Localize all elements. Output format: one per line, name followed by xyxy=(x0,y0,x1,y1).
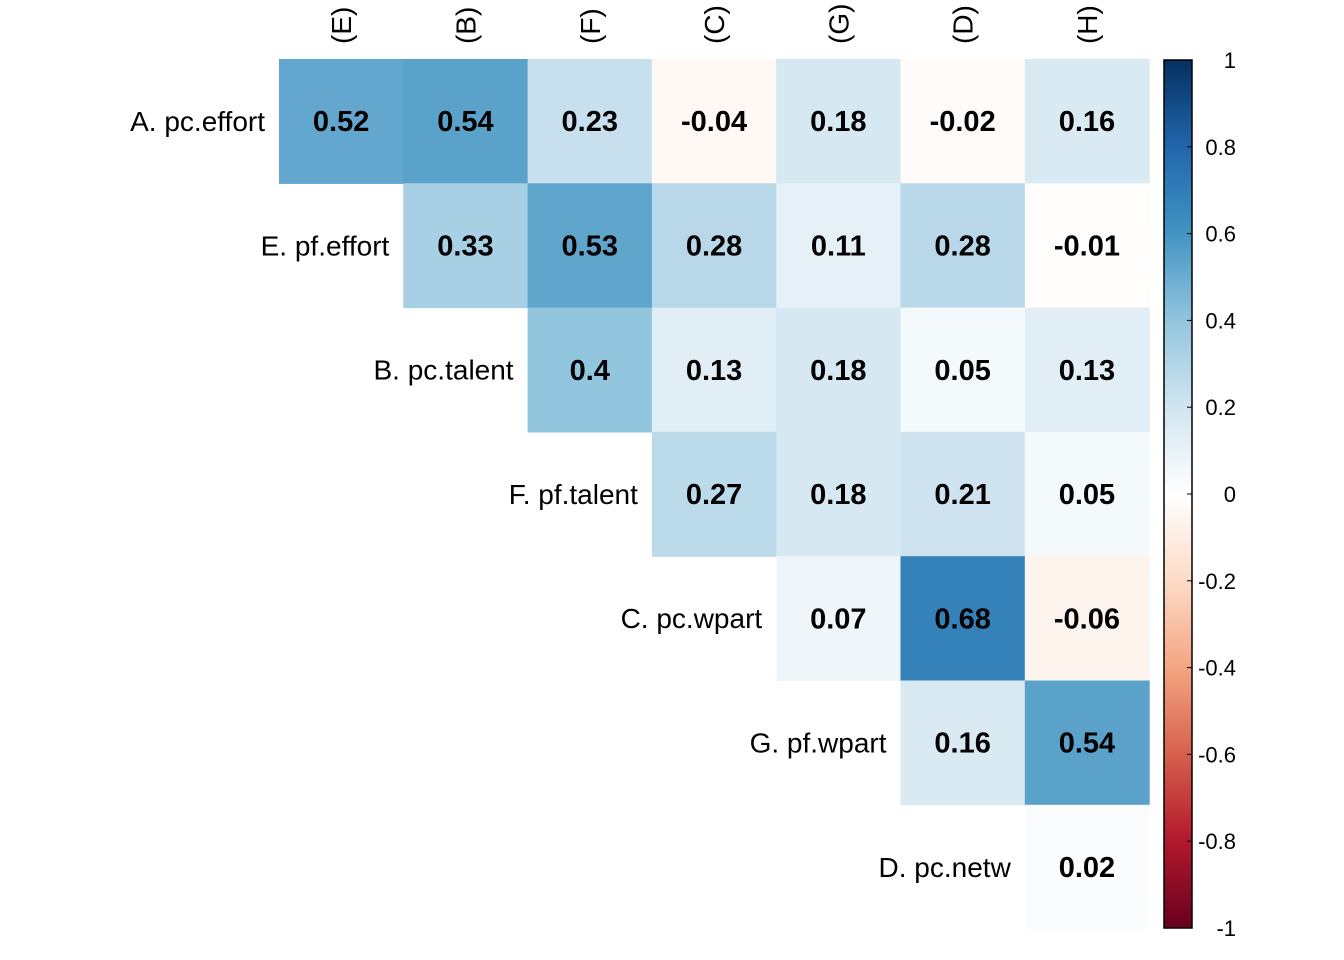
cell-value-label: 0.28 xyxy=(934,230,990,262)
heatmap-cell xyxy=(776,183,902,309)
cell-value-label: 0.13 xyxy=(1059,355,1115,387)
cell-value-label: 0.4 xyxy=(570,355,610,387)
column-label: (G) xyxy=(823,4,854,44)
row-label: A. pc.effort xyxy=(130,106,265,137)
heatmap-cell xyxy=(1024,556,1150,682)
cell-value-label: 0.16 xyxy=(934,728,990,760)
cell-value-label: 0.02 xyxy=(1059,852,1115,884)
heatmap-cell xyxy=(403,59,529,184)
cell-value-label: -0.04 xyxy=(681,106,747,138)
legend-tick-label: -0.6 xyxy=(1198,742,1236,767)
heatmap-cell xyxy=(900,307,1026,433)
cell-value-label: 0.54 xyxy=(437,106,493,138)
cell-value-label: 0.23 xyxy=(562,106,618,138)
cell-value-label: 0.52 xyxy=(313,106,369,138)
column-label: (H) xyxy=(1072,5,1103,44)
row-label: F. pf.talent xyxy=(509,479,638,510)
cell-value-label: 0.05 xyxy=(934,355,990,387)
cell-value-label: 0.18 xyxy=(810,106,866,138)
cell-value-label: 0.33 xyxy=(437,230,493,262)
heatmap-cells: 0.52 0.54 0.23 -0.04 0.18 -0.02 0.16 0.33 0.53 0.… xyxy=(279,59,1150,930)
heatmap-cell xyxy=(900,59,1026,184)
legend-tick-label: 0.8 xyxy=(1205,135,1236,160)
column-label: (C) xyxy=(699,5,730,44)
legend-tick-label: -0.2 xyxy=(1198,569,1236,594)
heatmap-cell xyxy=(776,431,902,557)
cell-value-label: 0.11 xyxy=(811,230,866,262)
legend-tick-label: 0.2 xyxy=(1205,395,1236,420)
heatmap-cell xyxy=(1024,59,1150,184)
legend-tick-label: 0 xyxy=(1224,482,1236,507)
heatmap-cell xyxy=(279,59,404,184)
legend-tick-label: -0.8 xyxy=(1198,829,1236,854)
cell-value-label: 0.54 xyxy=(1059,728,1115,760)
heatmap-cell xyxy=(651,59,777,184)
heatmap-cell xyxy=(651,307,777,433)
heatmap-cell xyxy=(651,183,777,309)
heatmap-cell xyxy=(1024,680,1150,806)
column-label: (D) xyxy=(948,5,979,44)
column-label: (F) xyxy=(575,8,606,44)
cell-value-label: 0.18 xyxy=(810,479,866,511)
heatmap-cell xyxy=(1024,183,1150,309)
heatmap-cell xyxy=(900,680,1026,806)
heatmap-cell xyxy=(403,183,529,309)
cell-value-label: -0.06 xyxy=(1054,603,1120,635)
row-labels: A. pc.effort E. pf.effort B. pc.talent F. p… xyxy=(130,106,1011,883)
heatmap-cell xyxy=(900,556,1026,682)
row-label: D. pc.netw xyxy=(879,852,1012,883)
heatmap-cell xyxy=(900,183,1026,309)
cell-value-label: 0.13 xyxy=(686,355,742,387)
legend-tick-label: 1 xyxy=(1224,48,1236,73)
column-label: (E) xyxy=(326,7,357,44)
heatmap-cell xyxy=(527,59,653,184)
heatmap-cell xyxy=(776,59,902,184)
cell-value-label: 0.21 xyxy=(934,479,990,511)
heatmap-cell xyxy=(1024,431,1150,557)
cell-value-label: 0.07 xyxy=(810,603,866,635)
cell-value-label: 0.68 xyxy=(934,603,990,635)
legend-tick-label: 0.6 xyxy=(1205,222,1236,247)
cell-value-label: 0.28 xyxy=(686,230,742,262)
heatmap-cell xyxy=(776,307,902,433)
cell-value-label: 0.27 xyxy=(686,479,742,511)
color-legend: 1 0.8 0.6 0.4 0.2 0 -0.2 -0.4 -0.6 -0.8 -1 xyxy=(1163,48,1236,941)
legend-tick-label: -1 xyxy=(1216,916,1236,941)
cell-value-label: -0.02 xyxy=(930,106,996,138)
row-label: C. pc.wpart xyxy=(621,603,763,634)
column-label: (B) xyxy=(450,7,481,44)
heatmap-cell xyxy=(1024,307,1150,433)
cell-value-label: 0.05 xyxy=(1059,479,1115,511)
cell-value-label: 0.16 xyxy=(1059,106,1115,138)
row-label: G. pf.wpart xyxy=(750,728,887,759)
heatmap-cell xyxy=(900,431,1026,557)
cell-value-label: -0.01 xyxy=(1054,230,1120,262)
legend-ticks: 1 0.8 0.6 0.4 0.2 0 -0.2 -0.4 -0.6 -0.8 -1 xyxy=(1187,48,1236,941)
heatmap-cell xyxy=(527,183,653,309)
column-labels: (E) (B) (F) (C) (G) (D) (H) xyxy=(326,4,1103,44)
legend-tick-label: -0.4 xyxy=(1198,656,1236,681)
cell-value-label: 0.53 xyxy=(562,230,618,262)
heatmap-cell xyxy=(651,431,777,557)
row-label: E. pf.effort xyxy=(261,230,390,261)
cell-value-label: 0.18 xyxy=(810,355,866,387)
heatmap-cell xyxy=(527,307,653,433)
heatmap-cell xyxy=(776,556,902,682)
row-label: B. pc.talent xyxy=(374,355,514,386)
heatmap-cell xyxy=(1024,804,1150,930)
legend-tick-label: 0.4 xyxy=(1205,308,1236,333)
